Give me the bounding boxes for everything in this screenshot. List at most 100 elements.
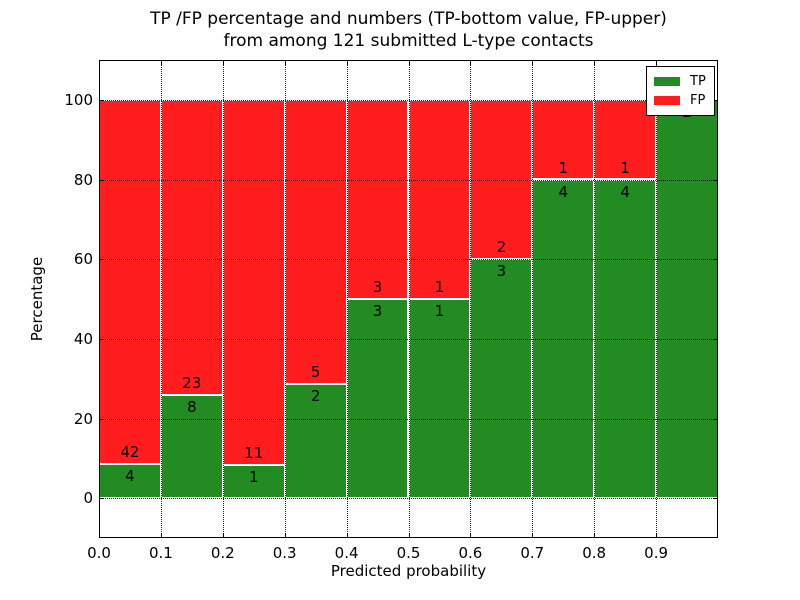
fp-count-label: 2 xyxy=(496,238,507,257)
x-tick-mark xyxy=(594,533,596,538)
x-tick-label: 0.4 xyxy=(334,544,359,562)
v-gridline xyxy=(532,60,534,538)
y-tick-mark xyxy=(713,498,718,500)
tp-bar-segment xyxy=(99,463,161,499)
x-tick-label: 0.0 xyxy=(87,544,111,562)
x-tick-mark xyxy=(99,60,100,65)
x-tick-mark xyxy=(532,60,534,65)
x-tick-label: 0.2 xyxy=(210,544,235,562)
chart-title-line1: TP /FP percentage and numbers (TP-bottom… xyxy=(150,9,667,29)
fp-bar-segment xyxy=(594,99,657,180)
fp-bar-segment xyxy=(222,99,285,466)
tp-count-label: 8 xyxy=(187,398,197,417)
x-tick-mark xyxy=(346,60,348,65)
x-tick-mark xyxy=(99,533,100,538)
x-tick-mark xyxy=(222,60,224,65)
x-tick-mark xyxy=(470,533,472,538)
fp-bar-segment xyxy=(346,99,409,299)
tp-bar-segment xyxy=(222,465,285,499)
fp-bar-segment xyxy=(408,99,471,299)
fp-bar-segment xyxy=(470,99,533,260)
tp-count-label: 3 xyxy=(372,302,383,320)
tp-count-label: 3 xyxy=(496,262,507,281)
tp-bar-segment xyxy=(408,299,471,499)
tp-count-label: 1 xyxy=(248,468,259,487)
v-gridline xyxy=(470,60,472,538)
v-gridline xyxy=(408,60,410,538)
x-tick-mark xyxy=(284,533,286,538)
y-tick-mark xyxy=(713,418,718,420)
x-tick-label: 0.8 xyxy=(582,544,607,562)
x-tick-mark xyxy=(532,533,534,538)
v-gridline xyxy=(656,60,658,538)
y-tick-mark xyxy=(713,179,718,181)
v-gridline xyxy=(346,60,348,538)
x-tick-mark xyxy=(346,533,348,538)
fp-count-label: 5 xyxy=(310,363,321,382)
y-tick-mark xyxy=(99,498,104,500)
x-axis-label: Predicted probability xyxy=(330,562,487,580)
x-tick-label: 0.3 xyxy=(272,544,297,562)
legend-item-fp: FP xyxy=(654,91,706,110)
fp-count-label: 1 xyxy=(620,158,630,177)
fp-color-swatch xyxy=(654,96,680,105)
legend-item-tp: TP xyxy=(654,72,706,91)
legend-label-fp: FP xyxy=(690,93,706,108)
y-tick-label: 80 xyxy=(73,170,93,189)
y-tick-label: 40 xyxy=(73,329,93,348)
tp-bar-segment xyxy=(160,395,223,499)
x-tick-label: 0.9 xyxy=(644,544,669,562)
plot-area: 4242381115233112314142 xyxy=(99,60,718,538)
tp-count-label: 4 xyxy=(558,182,569,201)
tp-bar-segment xyxy=(346,299,409,499)
v-gridline xyxy=(284,60,286,538)
tp-count-label: 1 xyxy=(434,302,445,320)
y-axis-label-text: Percentage xyxy=(28,256,46,342)
y-tick-label: 0 xyxy=(83,489,93,508)
y-tick-mark xyxy=(99,338,104,340)
x-tick-mark xyxy=(160,60,162,65)
x-tick-mark xyxy=(222,533,224,538)
legend: TP FP xyxy=(646,66,715,116)
tp-bar-segment xyxy=(656,99,718,499)
x-tick-label: 0.6 xyxy=(458,544,483,562)
x-tick-mark xyxy=(594,60,596,65)
legend-label-tp: TP xyxy=(690,74,706,89)
x-tick-mark xyxy=(656,60,658,65)
y-tick-mark xyxy=(99,418,104,420)
tp-color-swatch xyxy=(654,77,680,86)
x-tick-label: 0.5 xyxy=(396,544,421,562)
fp-bar-segment xyxy=(532,99,595,180)
v-gridline xyxy=(222,60,224,538)
x-tick-mark xyxy=(408,533,410,538)
x-tick-mark xyxy=(408,60,410,65)
y-tick-mark xyxy=(99,259,104,261)
fp-count-label: 42 xyxy=(120,442,140,461)
x-tick-mark xyxy=(656,533,658,538)
y-tick-label: 20 xyxy=(73,409,93,428)
x-tick-mark xyxy=(284,60,286,65)
y-tick-mark xyxy=(713,99,718,101)
v-gridline xyxy=(594,60,596,538)
tp-count-label: 2 xyxy=(310,387,321,406)
tp-count-label: 4 xyxy=(125,466,135,485)
tp-bar-segment xyxy=(284,384,347,499)
y-tick-mark xyxy=(713,259,718,261)
x-tick-label: 0.1 xyxy=(148,544,173,562)
tp-count-label: 4 xyxy=(620,182,630,201)
fp-count-label: 1 xyxy=(434,278,445,296)
x-tick-mark xyxy=(470,60,472,65)
y-tick-mark xyxy=(713,338,718,340)
v-gridline xyxy=(160,60,162,538)
fp-count-label: 3 xyxy=(372,278,383,296)
tp-bar-segment xyxy=(470,259,533,499)
fp-count-label: 23 xyxy=(182,374,202,393)
fp-bar-segment xyxy=(160,99,223,396)
x-tick-mark xyxy=(160,533,162,538)
fp-count-label: 11 xyxy=(244,444,264,463)
chart-title-line2: from among 121 submitted L-type contacts xyxy=(223,31,594,51)
y-tick-label: 60 xyxy=(73,250,93,269)
fp-bar-segment xyxy=(284,99,347,385)
y-tick-label: 100 xyxy=(64,90,93,109)
